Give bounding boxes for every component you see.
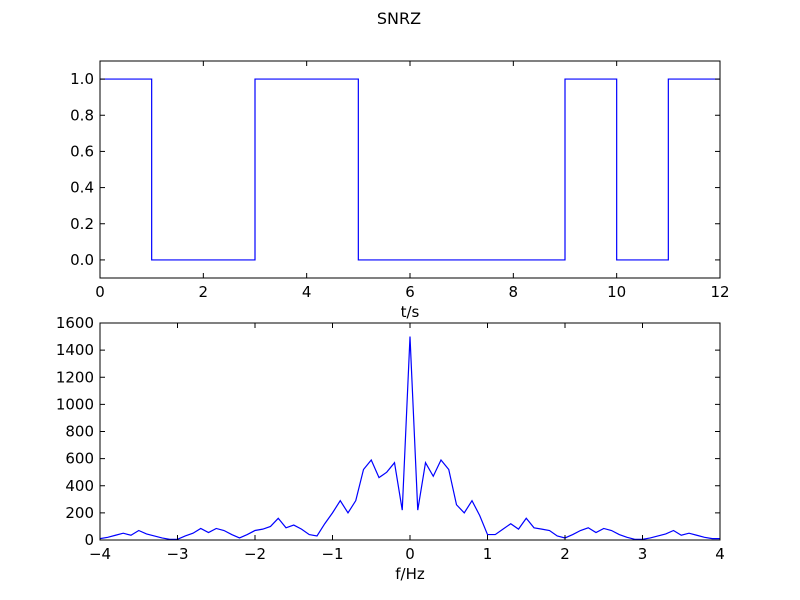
- frequency-spectrum-x-tick-label: −2: [244, 545, 266, 563]
- frequency-spectrum-y-tick-label: 1200: [56, 368, 94, 386]
- time-domain-ticks: 0 2 4 6 8 10 12 0.0 0.2 0.4 0.6 0.8 1.0: [70, 61, 730, 301]
- frequency-spectrum-y-tick-label: 400: [65, 477, 94, 495]
- time-domain-plot-area: [100, 78, 720, 261]
- time-domain-y-tick-label: 0.4: [70, 179, 94, 197]
- frequency-spectrum-plot-area: [100, 336, 720, 540]
- time-domain-x-tick-label: 12: [710, 283, 729, 301]
- time-domain-x-axis-label: t/s: [401, 303, 420, 321]
- time-domain-panel: 0 2 4 6 8 10 12 0.0 0.2 0.4 0.6 0.8 1.0 t/s: [70, 60, 730, 321]
- frequency-spectrum-x-tick-label: 2: [560, 545, 570, 563]
- time-domain-x-tick-label: 10: [607, 283, 626, 301]
- time-domain-x-tick-label: 6: [405, 283, 415, 301]
- frequency-spectrum-x-tick-label: −1: [321, 545, 343, 563]
- frequency-spectrum-series-line-0: [100, 336, 720, 540]
- figure-title: SNRZ: [377, 9, 421, 28]
- time-domain-series-line-0: [100, 78, 720, 261]
- time-domain-x-tick-label: 8: [509, 283, 519, 301]
- frequency-spectrum-x-tick-label: 3: [638, 545, 648, 563]
- frequency-spectrum-y-tick-label: 200: [65, 504, 94, 522]
- time-domain-y-tick-label: 0.8: [70, 106, 94, 124]
- time-domain-x-tick-label: 4: [302, 283, 312, 301]
- frequency-spectrum-x-axis-label: f/Hz: [395, 565, 425, 583]
- time-domain-x-tick-label: 0: [95, 283, 105, 301]
- frequency-spectrum-y-tick-label: 0: [84, 531, 94, 549]
- frequency-spectrum-x-tick-label: 4: [715, 545, 725, 563]
- frequency-spectrum-panel: −4 −3 −2 −1 0 1 2 3 4 0 200 400 600 800 1000 1200 1400 16…: [56, 314, 725, 583]
- frequency-spectrum-x-tick-label: −3: [166, 545, 188, 563]
- frequency-spectrum-y-tick-label: 600: [65, 450, 94, 468]
- frequency-spectrum-y-tick-label: 1600: [56, 314, 94, 332]
- time-domain-y-tick-label: 0.0: [70, 251, 94, 269]
- frequency-spectrum-x-tick-label: 0: [405, 545, 415, 563]
- time-domain-y-tick-label: 0.6: [70, 142, 94, 160]
- frequency-spectrum-ticks: −4 −3 −2 −1 0 1 2 3 4 0 200 400 600 800 1000 1200 1400 16…: [56, 314, 725, 563]
- frequency-spectrum-y-tick-label: 800: [65, 423, 94, 441]
- frequency-spectrum-x-tick-label: −4: [89, 545, 111, 563]
- frequency-spectrum-y-tick-label: 1000: [56, 395, 94, 413]
- time-domain-y-tick-label: 0.2: [70, 215, 94, 233]
- frequency-spectrum-y-tick-label: 1400: [56, 341, 94, 359]
- time-domain-y-tick-label: 1.0: [70, 70, 94, 88]
- frequency-spectrum-x-tick-label: 1: [483, 545, 493, 563]
- time-domain-x-tick-label: 2: [199, 283, 209, 301]
